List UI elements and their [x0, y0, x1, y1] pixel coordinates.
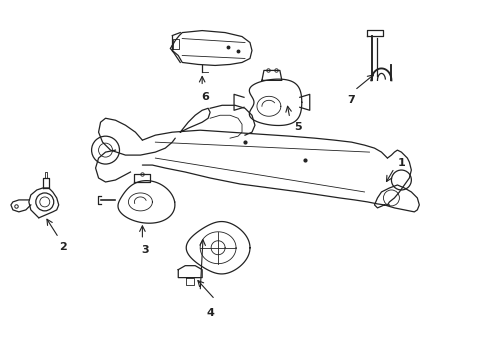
Text: 4: 4 — [206, 307, 214, 318]
Text: 5: 5 — [294, 122, 301, 132]
Text: 7: 7 — [348, 95, 355, 105]
Text: 1: 1 — [397, 158, 405, 168]
Text: 2: 2 — [59, 242, 67, 252]
Text: 3: 3 — [142, 245, 149, 255]
Text: 6: 6 — [201, 92, 209, 102]
